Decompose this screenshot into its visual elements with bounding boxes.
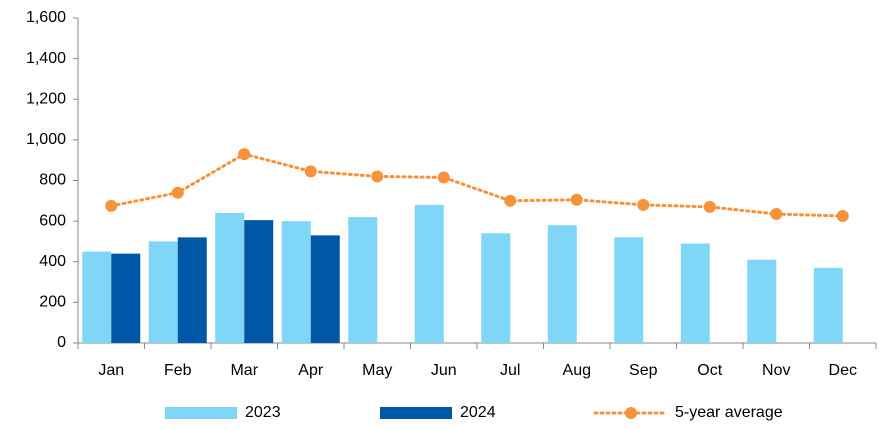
y-tick-label: 1,400 xyxy=(26,50,66,67)
bar xyxy=(244,220,274,343)
x-tick-label: Jun xyxy=(431,362,457,379)
x-tick-label: Mar xyxy=(230,362,258,379)
y-tick-label: 1,600 xyxy=(26,9,66,26)
x-tick-label: Dec xyxy=(829,362,857,379)
x-tick-label: Feb xyxy=(164,362,192,379)
bar xyxy=(481,233,511,343)
x-tick-label: Jul xyxy=(500,362,520,379)
marker xyxy=(836,210,849,223)
marker xyxy=(570,193,583,206)
bar xyxy=(813,267,843,343)
x-tick-label: May xyxy=(362,362,392,379)
bar xyxy=(547,225,577,343)
x-tick-label: Jan xyxy=(98,362,124,379)
bar xyxy=(177,237,207,343)
legend-label: 5-year average xyxy=(675,404,783,421)
bar xyxy=(148,241,178,343)
y-tick-label: 800 xyxy=(39,172,66,189)
y-tick-label: 200 xyxy=(39,294,66,311)
marker xyxy=(437,171,450,184)
bar xyxy=(310,235,340,343)
bar xyxy=(680,243,710,343)
bar xyxy=(281,221,311,343)
marker xyxy=(105,199,118,212)
bar xyxy=(348,217,378,343)
y-tick-label: 400 xyxy=(39,253,66,270)
marker xyxy=(637,198,650,211)
marker xyxy=(770,208,783,221)
x-tick-label: Nov xyxy=(762,362,790,379)
bar xyxy=(614,237,644,343)
marker xyxy=(238,148,251,161)
x-tick-label: Oct xyxy=(697,362,722,379)
bar xyxy=(215,213,245,343)
x-tick-label: Aug xyxy=(563,362,591,379)
y-tick-label: 0 xyxy=(57,334,66,351)
legend-label: 2024 xyxy=(460,404,496,421)
bar xyxy=(111,253,141,343)
legend-marker xyxy=(625,407,637,419)
bar xyxy=(414,204,444,343)
marker xyxy=(504,194,517,207)
y-tick-label: 1,200 xyxy=(26,90,66,107)
x-tick-label: Sep xyxy=(629,362,658,379)
y-tick-label: 1,000 xyxy=(26,131,66,148)
line xyxy=(109,152,845,218)
bar xyxy=(82,251,112,343)
bar xyxy=(747,259,777,343)
legend-swatch xyxy=(380,407,452,419)
marker xyxy=(171,186,184,199)
x-tick-label: Apr xyxy=(298,362,324,379)
marker xyxy=(703,200,716,213)
legend-label: 2023 xyxy=(245,404,281,421)
marker xyxy=(371,170,384,183)
marker xyxy=(304,165,317,178)
y-tick-label: 600 xyxy=(39,212,66,229)
legend-swatch xyxy=(165,407,237,419)
